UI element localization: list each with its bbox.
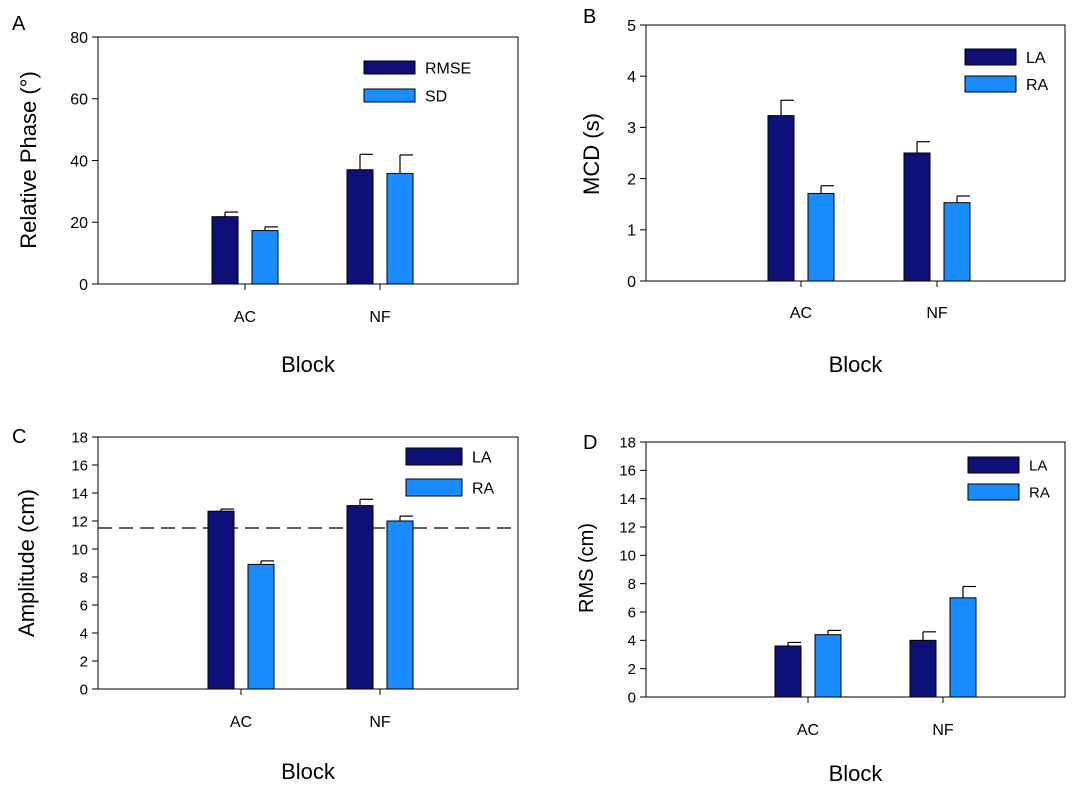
y-tick-label: 16: [71, 457, 88, 474]
legend-label: SD: [425, 88, 447, 105]
x-axis-label: Block: [281, 352, 336, 377]
bar-ra-ac: [247, 563, 275, 690]
y-tick-label: 18: [71, 429, 88, 446]
y-tick-label: 2: [80, 653, 88, 670]
y-tick-label: 12: [71, 513, 88, 530]
panel-d: 0 2 4 6 8 10 12 14 16 18 AC NF Block RMS (cm) D LA RA: [576, 432, 1066, 786]
y-tick-label: 4: [80, 625, 88, 642]
legend-swatch-ra: [967, 483, 1020, 501]
bar-la-ac: [767, 115, 795, 282]
legend-label: LA: [472, 449, 492, 466]
legend-label: LA: [1026, 50, 1046, 67]
legend-swatch-ra: [405, 478, 463, 497]
x-tick-label: NF: [369, 309, 391, 326]
bar-ra-nf: [943, 202, 971, 282]
y-tick-label: 12: [619, 519, 636, 536]
bar-la-nf: [346, 505, 374, 690]
x-axis-label: Block: [829, 761, 884, 786]
x-tick-label: NF: [932, 722, 954, 739]
panel-c: 0 2 4 6 8 10 12 14 16 18 AC NF Block Amplitude (cm) C L…: [12, 426, 519, 784]
x-axis-label: Block: [829, 352, 884, 377]
y-tick-label: 14: [71, 485, 88, 502]
x-tick-label: AC: [797, 722, 819, 739]
panel-label: A: [12, 13, 26, 35]
panel-a: 0 20 40 60 80 AC NF Block Relative Phase (°) A RMS…: [12, 13, 519, 377]
legend-label: LA: [1029, 457, 1047, 474]
panel-b: 0 1 2 3 4 5 AC NF Block MCD (s) B LA RA: [579, 6, 1066, 377]
x-tick-label: NF: [926, 305, 948, 322]
y-axis-label: Amplitude (cm): [14, 489, 39, 637]
x-tick-label: AC: [230, 714, 252, 731]
bar-la-nf: [909, 639, 937, 698]
y-axis-label: RMS (cm): [576, 523, 598, 613]
legend-swatch-sd: [363, 88, 416, 103]
y-tick-label: 5: [627, 18, 636, 35]
x-tick-label: NF: [369, 714, 391, 731]
bar-ra-ac: [807, 192, 835, 282]
bar-la-ac: [207, 510, 235, 690]
legend-label: RA: [1029, 484, 1050, 501]
y-tick-label: 14: [619, 491, 636, 508]
bar-rmse-nf: [346, 169, 374, 285]
legend-swatch-la: [964, 48, 1017, 66]
y-tick-label: 2: [627, 171, 636, 188]
y-tick-label: 40: [70, 153, 88, 170]
panel-label: D: [583, 432, 597, 454]
plot-frame: [97, 436, 519, 690]
y-tick-label: 8: [628, 576, 636, 593]
y-tick-label: 80: [70, 30, 88, 47]
y-axis-label: MCD (s): [579, 113, 604, 195]
bar-ra-nf: [949, 597, 977, 698]
x-tick-label: AC: [790, 305, 812, 322]
y-tick-label: 10: [71, 541, 88, 558]
y-tick-label: 60: [70, 92, 88, 109]
plot-frame: [645, 441, 1066, 698]
legend-swatch-ra: [964, 75, 1017, 93]
y-tick-label: 0: [79, 277, 88, 294]
x-tick-label: AC: [234, 309, 256, 326]
y-tick-label: 6: [628, 604, 636, 621]
y-tick-label: 4: [627, 69, 636, 86]
panel-label: B: [583, 6, 596, 28]
bar-sd-nf: [386, 172, 414, 285]
y-tick-label: 10: [619, 548, 636, 565]
y-axis-label: Relative Phase (°): [16, 71, 41, 249]
y-tick-label: 6: [80, 597, 88, 614]
legend-label: RA: [472, 480, 495, 497]
legend-label: RA: [1026, 77, 1049, 94]
y-tick-label: 0: [628, 689, 636, 706]
legend-swatch-la: [405, 447, 463, 466]
y-tick-label: 8: [80, 569, 88, 586]
legend-swatch-la: [967, 456, 1020, 474]
y-tick-label: 4: [628, 633, 636, 650]
legend-label: RMSE: [425, 60, 471, 77]
legend: LA RA: [405, 447, 495, 497]
legend: LA RA: [967, 456, 1050, 501]
y-tick-label: 1: [627, 223, 636, 240]
x-axis-label: Block: [281, 759, 336, 784]
y-tick-label: 16: [619, 463, 636, 480]
bar-ra-nf: [386, 520, 414, 690]
y-tick-label: 20: [70, 215, 88, 232]
y-tick-label: 2: [628, 661, 636, 678]
bar-rmse-ac: [211, 216, 239, 285]
legend-swatch-rmse: [363, 60, 416, 75]
y-tick-label: 18: [619, 434, 636, 451]
panel-label: C: [12, 426, 26, 448]
legend: RMSE SD: [363, 60, 471, 105]
legend: LA RA: [964, 48, 1049, 94]
plot-frame: [645, 24, 1066, 282]
bar-la-nf: [903, 152, 931, 282]
bar-sd-ac: [251, 230, 279, 285]
y-tick-label: 0: [627, 274, 636, 291]
y-tick-label: 0: [80, 681, 88, 698]
bar-la-ac: [774, 645, 802, 698]
bar-ra-ac: [814, 634, 842, 698]
y-tick-label: 3: [627, 120, 636, 137]
